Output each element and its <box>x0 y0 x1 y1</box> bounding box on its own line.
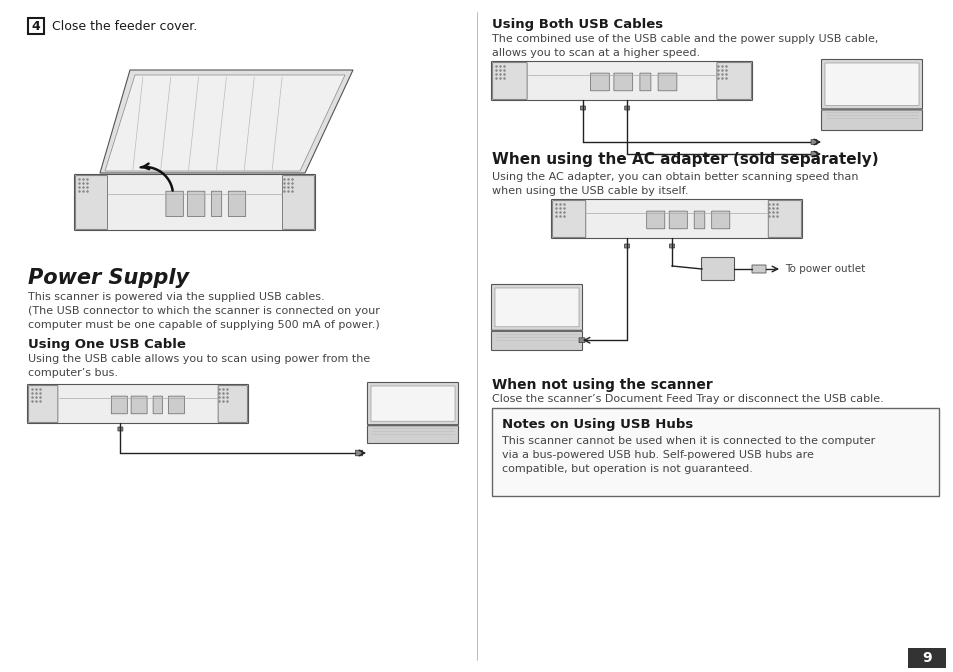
Polygon shape <box>100 70 353 173</box>
FancyBboxPatch shape <box>131 396 147 414</box>
Text: 4: 4 <box>31 19 40 32</box>
FancyBboxPatch shape <box>282 175 314 229</box>
Text: This scanner is powered via the supplied USB cables.: This scanner is powered via the supplied… <box>28 292 324 302</box>
Polygon shape <box>105 75 345 171</box>
FancyBboxPatch shape <box>212 192 221 216</box>
FancyBboxPatch shape <box>367 382 458 425</box>
FancyBboxPatch shape <box>118 427 123 431</box>
FancyBboxPatch shape <box>491 284 582 331</box>
FancyBboxPatch shape <box>668 211 686 228</box>
FancyBboxPatch shape <box>824 63 918 106</box>
FancyBboxPatch shape <box>367 425 458 444</box>
Text: Using the USB cable allows you to scan using power from the: Using the USB cable allows you to scan u… <box>28 354 370 364</box>
FancyBboxPatch shape <box>751 265 765 273</box>
FancyBboxPatch shape <box>716 62 751 99</box>
FancyBboxPatch shape <box>646 211 664 228</box>
FancyBboxPatch shape <box>821 110 922 130</box>
FancyBboxPatch shape <box>491 62 752 101</box>
Text: 9: 9 <box>922 651 931 665</box>
FancyBboxPatch shape <box>166 192 183 216</box>
FancyBboxPatch shape <box>74 175 315 230</box>
FancyBboxPatch shape <box>492 62 527 99</box>
Text: allows you to scan at a higher speed.: allows you to scan at a higher speed. <box>492 48 700 58</box>
FancyBboxPatch shape <box>28 18 44 34</box>
FancyBboxPatch shape <box>579 106 585 110</box>
Text: The combined use of the USB cable and the power supply USB cable,: The combined use of the USB cable and th… <box>492 34 878 44</box>
Text: when using the USB cable by itself.: when using the USB cable by itself. <box>492 186 688 196</box>
Text: When not using the scanner: When not using the scanner <box>492 378 712 392</box>
Text: (The USB connector to which the scanner is connected on your: (The USB connector to which the scanner … <box>28 306 379 316</box>
FancyBboxPatch shape <box>495 288 578 327</box>
FancyBboxPatch shape <box>492 408 938 496</box>
FancyBboxPatch shape <box>624 106 629 110</box>
FancyBboxPatch shape <box>614 73 632 91</box>
Text: Power Supply: Power Supply <box>28 268 189 288</box>
FancyBboxPatch shape <box>112 396 127 414</box>
FancyBboxPatch shape <box>810 140 816 144</box>
FancyBboxPatch shape <box>821 60 922 109</box>
FancyBboxPatch shape <box>491 331 582 351</box>
FancyBboxPatch shape <box>152 396 162 414</box>
FancyBboxPatch shape <box>907 648 945 668</box>
Text: Using the AC adapter, you can obtain better scanning speed than: Using the AC adapter, you can obtain bet… <box>492 172 858 182</box>
FancyBboxPatch shape <box>578 338 584 343</box>
FancyBboxPatch shape <box>169 396 184 414</box>
FancyBboxPatch shape <box>711 211 729 228</box>
FancyBboxPatch shape <box>29 386 58 422</box>
Text: computer’s bus.: computer’s bus. <box>28 368 118 378</box>
FancyBboxPatch shape <box>28 384 248 423</box>
FancyBboxPatch shape <box>75 175 108 229</box>
Text: Close the feeder cover.: Close the feeder cover. <box>52 19 197 32</box>
Text: To power outlet: To power outlet <box>784 264 864 274</box>
Text: computer must be one capable of supplying 500 mA of power.): computer must be one capable of supplyin… <box>28 320 379 330</box>
Text: When using the AC adapter (sold separately): When using the AC adapter (sold separate… <box>492 152 878 167</box>
FancyBboxPatch shape <box>218 386 247 422</box>
FancyBboxPatch shape <box>590 73 609 91</box>
FancyBboxPatch shape <box>624 244 629 248</box>
FancyBboxPatch shape <box>694 211 704 228</box>
FancyBboxPatch shape <box>371 386 455 421</box>
FancyBboxPatch shape <box>658 73 677 91</box>
FancyBboxPatch shape <box>639 73 650 91</box>
FancyBboxPatch shape <box>551 200 801 239</box>
FancyBboxPatch shape <box>700 257 734 280</box>
FancyBboxPatch shape <box>552 201 585 237</box>
Text: This scanner cannot be used when it is connected to the computer: This scanner cannot be used when it is c… <box>501 436 874 446</box>
Text: compatible, but operation is not guaranteed.: compatible, but operation is not guarant… <box>501 464 752 474</box>
FancyBboxPatch shape <box>228 192 246 216</box>
Text: Close the scanner’s Document Feed Tray or disconnect the USB cable.: Close the scanner’s Document Feed Tray o… <box>492 394 882 404</box>
FancyBboxPatch shape <box>669 244 674 248</box>
FancyBboxPatch shape <box>767 201 801 237</box>
Text: Using Both USB Cables: Using Both USB Cables <box>492 18 662 31</box>
Text: via a bus-powered USB hub. Self-powered USB hubs are: via a bus-powered USB hub. Self-powered … <box>501 450 813 460</box>
Text: Using One USB Cable: Using One USB Cable <box>28 338 186 351</box>
Text: Notes on Using USB Hubs: Notes on Using USB Hubs <box>501 418 693 431</box>
FancyBboxPatch shape <box>355 450 362 456</box>
FancyBboxPatch shape <box>810 152 816 157</box>
FancyBboxPatch shape <box>188 192 205 216</box>
